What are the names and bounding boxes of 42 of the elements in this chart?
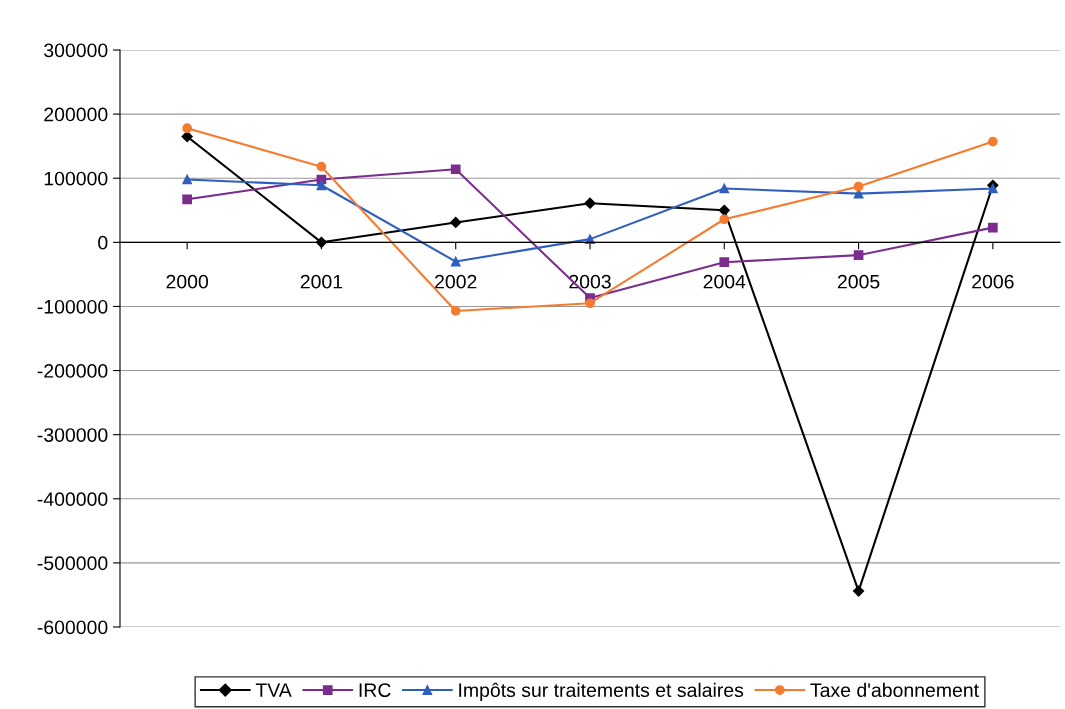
- point: [450, 306, 461, 316]
- y-tick-label: 200000: [44, 107, 108, 122]
- point: [987, 183, 998, 194]
- point: [719, 257, 730, 268]
- point: [450, 216, 462, 229]
- legend-label: Impôts sur traitements et salaires: [459, 682, 744, 701]
- point: [316, 180, 327, 191]
- point: [718, 204, 730, 216]
- y-tick-label: 0: [98, 235, 108, 250]
- y-tick-label: 100000: [44, 171, 108, 186]
- x-tick-label: 2004: [703, 274, 746, 289]
- point: [585, 234, 595, 244]
- x-tick-label: 2001: [300, 274, 343, 289]
- legend-label: TVA: [255, 683, 292, 697]
- point: [182, 123, 193, 134]
- y-tick-label: -400000: [37, 492, 108, 507]
- point: [450, 164, 461, 175]
- legend-label: IRC: [359, 683, 391, 698]
- y-tick-label: 300000: [44, 43, 108, 58]
- point: [719, 214, 730, 225]
- point: [853, 181, 864, 192]
- y-tick-label: -500000: [37, 556, 108, 571]
- x-tick-label: 2002: [435, 274, 477, 289]
- point: [585, 298, 595, 309]
- x-tick-label: 2006: [972, 274, 1014, 289]
- point: [584, 197, 596, 209]
- point: [987, 222, 998, 233]
- point: [450, 256, 461, 267]
- point: [719, 183, 730, 194]
- y-tick-label: -100000: [37, 299, 108, 314]
- point: [182, 194, 193, 205]
- point: [182, 174, 193, 185]
- y-tick-label: -200000: [37, 364, 108, 378]
- legend-label: Taxe d'abonnement: [810, 682, 979, 698]
- y-tick-label: -600000: [37, 620, 108, 635]
- x-tick-label: 2005: [837, 274, 880, 289]
- point: [987, 136, 998, 147]
- x-tick-label: 2000: [166, 274, 209, 289]
- point: [852, 585, 865, 597]
- point: [853, 250, 864, 261]
- y-tick-label: -300000: [37, 428, 108, 442]
- point: [316, 161, 327, 172]
